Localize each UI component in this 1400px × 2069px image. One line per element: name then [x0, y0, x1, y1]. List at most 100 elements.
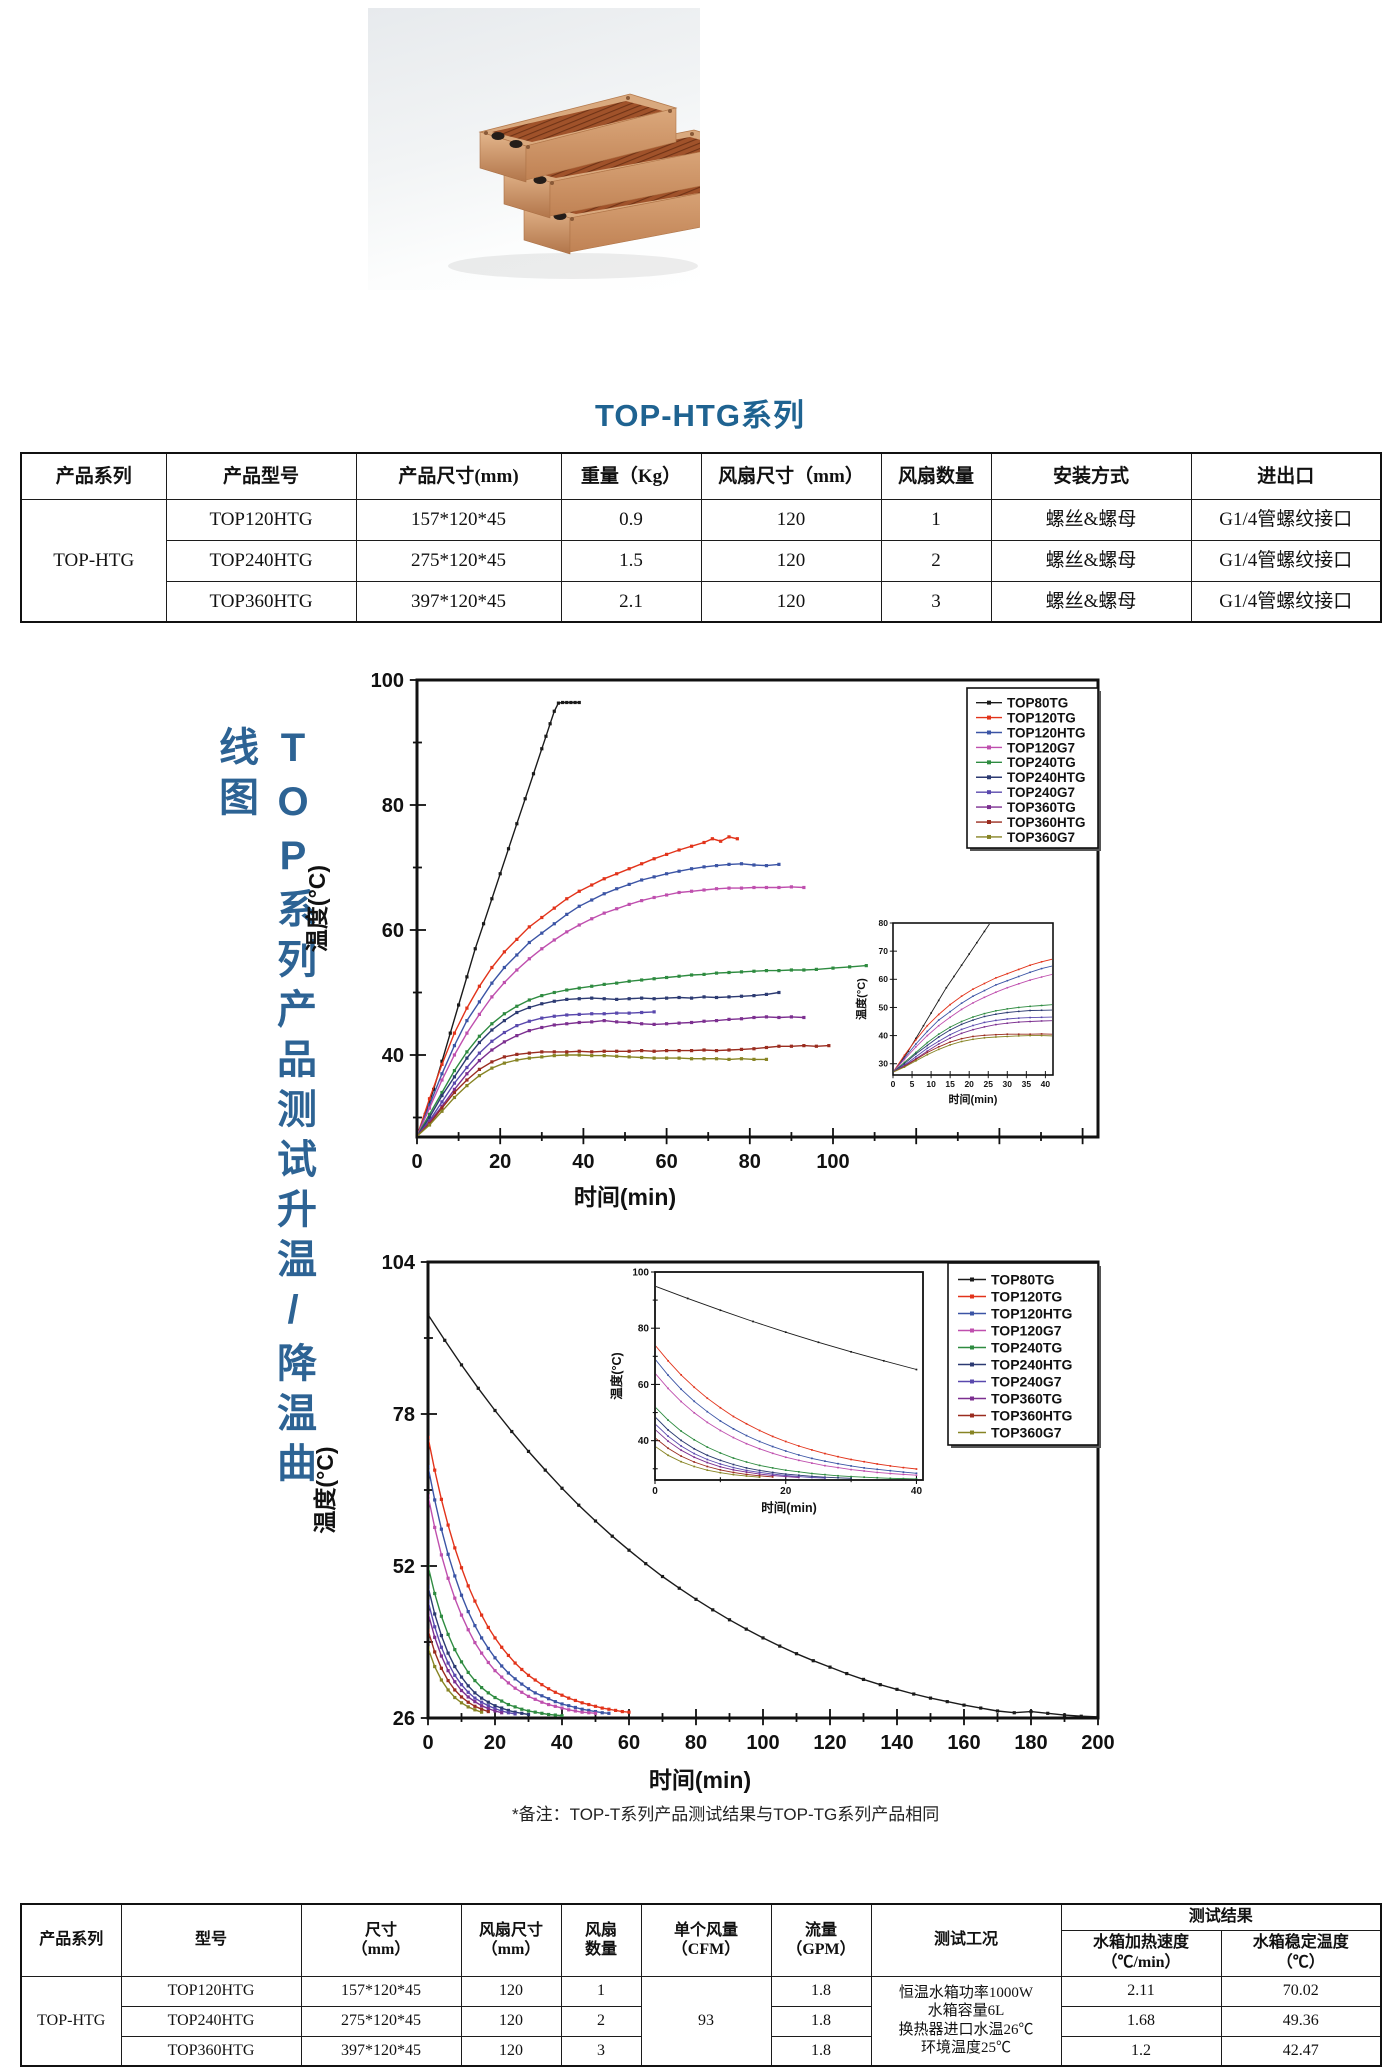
svg-text:40: 40	[551, 1732, 573, 1754]
series-TOP120HTG	[429, 1465, 611, 1715]
series-TOP80TG	[894, 924, 990, 1072]
svg-text:0: 0	[422, 1732, 433, 1754]
cooling-chart: 0 20 40 60 80 100 120 140 160 180 200265278104时间(m…	[312, 1252, 1115, 1793]
series-TOP240G7	[656, 1424, 826, 1479]
svg-text:40: 40	[911, 1486, 923, 1497]
series-TOP240TG	[418, 964, 868, 1136]
table-cell: G1/4管螺纹接口	[1190, 580, 1382, 623]
svg-text:100: 100	[632, 1267, 649, 1278]
table-cell: 0.9	[560, 498, 702, 541]
table-cell: 120	[700, 580, 882, 623]
svg-text:TOP360G7: TOP360G7	[991, 1425, 1062, 1441]
table-cell: 3	[560, 2035, 642, 2067]
svg-text:温度(°C): 温度(°C)	[304, 865, 330, 952]
svg-text:TOP360TG: TOP360TG	[991, 1391, 1062, 1407]
svg-text:40: 40	[879, 1030, 889, 1040]
svg-text:TOP120G7: TOP120G7	[1007, 740, 1075, 755]
series-TOP240G7	[429, 1599, 517, 1716]
svg-text:160: 160	[947, 1732, 980, 1754]
table-cell: G1/4管螺纹接口	[1190, 498, 1382, 541]
svg-text:时间(min): 时间(min)	[761, 1500, 817, 1515]
series-TOP120HTG	[418, 862, 781, 1136]
svg-text:40: 40	[382, 1045, 404, 1067]
series-TOP240HTG	[894, 1009, 1052, 1073]
table-cell: 2.11	[1060, 1975, 1222, 2007]
svg-text:时间(min): 时间(min)	[649, 1767, 751, 1793]
svg-text:60: 60	[879, 974, 889, 984]
svg-text:温度(°C): 温度(°C)	[609, 1352, 624, 1399]
svg-text:60: 60	[655, 1151, 677, 1173]
header-cell: 风扇数量	[880, 452, 992, 500]
svg-text:40: 40	[1041, 1079, 1051, 1089]
svg-text:20: 20	[964, 1079, 974, 1089]
svg-text:140: 140	[880, 1732, 913, 1754]
page-title: TOP-HTG系列	[595, 398, 805, 433]
svg-text:60: 60	[382, 920, 404, 942]
series-TOP360G7	[894, 1034, 1052, 1073]
series-TOP80TG	[656, 1285, 918, 1371]
svg-text:200: 200	[1081, 1732, 1114, 1754]
svg-text:25: 25	[984, 1079, 994, 1089]
series-TOP240TG	[656, 1407, 918, 1479]
spec-table: 产品系列 产品型号 产品尺寸(mm) 重量（Kg） 风扇尺寸（mm） 风扇数量 安装方式 进出…	[20, 452, 1382, 623]
series-TOP120HTG	[894, 965, 1052, 1072]
series-TOP120TG	[429, 1435, 631, 1714]
series-TOP120G7	[894, 973, 1052, 1072]
header-cell: 风扇 数量	[560, 1903, 642, 1977]
svg-text:80: 80	[739, 1151, 761, 1173]
table-cell: 120	[460, 2035, 562, 2067]
svg-text:TOP360HTG: TOP360HTG	[1007, 815, 1086, 830]
table-cell: 2	[880, 539, 992, 582]
header-cell: 进出口	[1190, 452, 1382, 500]
table-cell: TOP240HTG	[165, 539, 357, 582]
series-TOP80TG	[418, 700, 581, 1136]
table-cell: 1.8	[770, 1975, 872, 2007]
table-cell: TOP360HTG	[120, 2035, 302, 2067]
svg-text:80: 80	[879, 918, 889, 928]
svg-text:20: 20	[780, 1486, 792, 1497]
svg-text:100: 100	[746, 1732, 779, 1754]
table-cell: 1.8	[770, 2005, 872, 2037]
svg-text:80: 80	[685, 1732, 707, 1754]
heating-chart: 0 20 40 60 80 100406080100时间(min)温度(°C)TOP80T…	[304, 670, 1101, 1210]
series-TOP360HTG	[656, 1438, 774, 1478]
table-cell: 1	[880, 498, 992, 541]
svg-text:35: 35	[1022, 1079, 1032, 1089]
table-cell: 157*120*45	[300, 1975, 462, 2007]
svg-text:TOP80TG: TOP80TG	[1007, 696, 1068, 711]
table-cell: 120	[460, 1975, 562, 2007]
svg-text:10: 10	[926, 1079, 936, 1089]
side-caption: TOP系列产品测试升温/降温曲线图	[213, 726, 315, 1492]
legend: TOP80TGTOP120TGTOP120HTGTOP120G7TOP240TG…	[947, 1262, 1101, 1448]
svg-text:TOP240HTG: TOP240HTG	[991, 1357, 1073, 1373]
table-cell: 157*120*45	[355, 498, 562, 541]
radiator-stack	[478, 93, 700, 255]
table-cell: TOP240HTG	[120, 2005, 302, 2037]
svg-text:5: 5	[910, 1079, 915, 1089]
table-cell: 275*120*45	[355, 539, 562, 582]
table-cell: 1.8	[770, 2035, 872, 2067]
header-cell: 流量 （GPM）	[770, 1903, 872, 1977]
svg-text:TOP240G7: TOP240G7	[991, 1374, 1062, 1390]
series-TOP240HTG	[656, 1417, 852, 1479]
table-cell: 螺丝&螺母	[990, 498, 1192, 541]
svg-text:104: 104	[382, 1252, 416, 1274]
table-cell: 275*120*45	[300, 2005, 462, 2037]
series-TOP120TG	[418, 835, 739, 1136]
header-cell: 产品尺寸(mm)	[355, 452, 562, 500]
svg-text:78: 78	[393, 1404, 415, 1426]
header-cell: 产品系列	[20, 452, 167, 500]
series-TOP360HTG	[418, 1044, 831, 1136]
table-cell: 120	[700, 539, 882, 582]
legend: TOP80TGTOP120TGTOP120HTGTOP120G7TOP240TG…	[966, 687, 1101, 851]
table-cell: 93	[640, 1975, 772, 2067]
series-TOP240HTG	[418, 990, 781, 1136]
svg-text:TOP80TG: TOP80TG	[991, 1272, 1055, 1288]
series-TOP80TG	[429, 1313, 1097, 1717]
table-cell: 397*120*45	[355, 580, 562, 623]
svg-text:60: 60	[638, 1380, 650, 1391]
svg-text:40: 40	[572, 1151, 594, 1173]
svg-text:TOP240TG: TOP240TG	[991, 1340, 1062, 1356]
table-cell: 3	[880, 580, 992, 623]
